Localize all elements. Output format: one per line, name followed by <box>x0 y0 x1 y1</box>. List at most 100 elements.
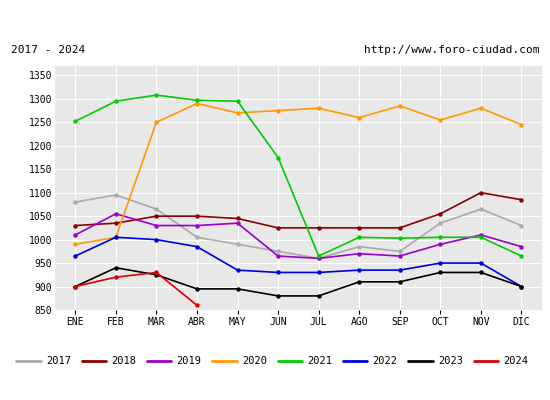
2017 <box>275 249 282 254</box>
2020 <box>437 118 444 122</box>
2017 <box>397 249 403 254</box>
2021 <box>437 235 444 240</box>
2020 <box>153 120 159 125</box>
2022 <box>194 244 200 249</box>
2023 <box>275 294 282 298</box>
2021 <box>153 93 159 98</box>
2023 <box>113 265 119 270</box>
2018 <box>356 226 362 230</box>
2021 <box>315 254 322 258</box>
2022 <box>518 284 525 289</box>
Line: 2022: 2022 <box>74 236 523 288</box>
2022 <box>356 268 362 272</box>
2020 <box>315 106 322 111</box>
2017 <box>234 242 241 247</box>
2020 <box>234 110 241 115</box>
2019 <box>315 256 322 261</box>
2018 <box>518 197 525 202</box>
2023 <box>315 294 322 298</box>
2018 <box>72 223 79 228</box>
2023 <box>437 270 444 275</box>
Line: 2023: 2023 <box>74 266 523 298</box>
Line: 2024: 2024 <box>74 271 199 307</box>
2017 <box>153 207 159 212</box>
2020 <box>275 108 282 113</box>
Line: 2018: 2018 <box>74 191 523 230</box>
2021 <box>518 254 525 258</box>
2017 <box>518 223 525 228</box>
2022 <box>397 268 403 272</box>
2018 <box>397 226 403 230</box>
Line: 2021: 2021 <box>74 94 523 258</box>
2023 <box>234 286 241 291</box>
2019 <box>275 254 282 258</box>
2022 <box>234 268 241 272</box>
2022 <box>153 237 159 242</box>
Text: 2017: 2017 <box>46 356 71 366</box>
2023 <box>477 270 484 275</box>
2018 <box>437 212 444 216</box>
Text: http://www.foro-ciudad.com: http://www.foro-ciudad.com <box>364 45 539 55</box>
2021 <box>113 99 119 104</box>
2020 <box>72 242 79 247</box>
2017 <box>437 221 444 226</box>
2017 <box>113 193 119 198</box>
2024 <box>153 270 159 275</box>
Line: 2017: 2017 <box>74 194 523 260</box>
Text: Evolucion del paro registrado en Huétor Vega: Evolucion del paro registrado en Huétor … <box>117 12 433 26</box>
2019 <box>397 254 403 258</box>
2024 <box>113 275 119 280</box>
2024 <box>72 284 79 289</box>
2020 <box>477 106 484 111</box>
2018 <box>234 216 241 221</box>
2023 <box>72 284 79 289</box>
2022 <box>477 261 484 266</box>
2024 <box>194 303 200 308</box>
2019 <box>437 242 444 247</box>
2019 <box>113 212 119 216</box>
2018 <box>153 214 159 218</box>
Text: 2024: 2024 <box>503 356 529 366</box>
2017 <box>194 235 200 240</box>
2022 <box>113 235 119 240</box>
2019 <box>518 244 525 249</box>
Text: 2021: 2021 <box>307 356 332 366</box>
2023 <box>397 280 403 284</box>
2022 <box>275 270 282 275</box>
2023 <box>356 280 362 284</box>
2019 <box>153 223 159 228</box>
2020 <box>113 235 119 240</box>
2020 <box>194 101 200 106</box>
2018 <box>275 226 282 230</box>
Text: 2023: 2023 <box>438 356 463 366</box>
2020 <box>397 104 403 108</box>
2019 <box>477 232 484 237</box>
2017 <box>72 200 79 204</box>
2021 <box>356 235 362 240</box>
Line: 2020: 2020 <box>74 102 523 246</box>
Text: 2020: 2020 <box>242 356 267 366</box>
2017 <box>356 244 362 249</box>
2021 <box>234 99 241 104</box>
2021 <box>397 236 403 241</box>
2020 <box>356 115 362 120</box>
2023 <box>518 284 525 289</box>
2017 <box>477 207 484 212</box>
2021 <box>194 98 200 103</box>
Text: 2022: 2022 <box>373 356 398 366</box>
2023 <box>153 272 159 277</box>
2018 <box>194 214 200 218</box>
Text: 2019: 2019 <box>177 356 202 366</box>
2021 <box>477 235 484 240</box>
2018 <box>315 226 322 230</box>
2022 <box>315 270 322 275</box>
2021 <box>72 119 79 124</box>
2018 <box>113 221 119 226</box>
2019 <box>356 251 362 256</box>
2021 <box>275 155 282 160</box>
2019 <box>72 232 79 237</box>
Text: 2018: 2018 <box>111 356 136 366</box>
2017 <box>315 256 322 261</box>
2018 <box>477 190 484 195</box>
Line: 2019: 2019 <box>74 212 523 260</box>
